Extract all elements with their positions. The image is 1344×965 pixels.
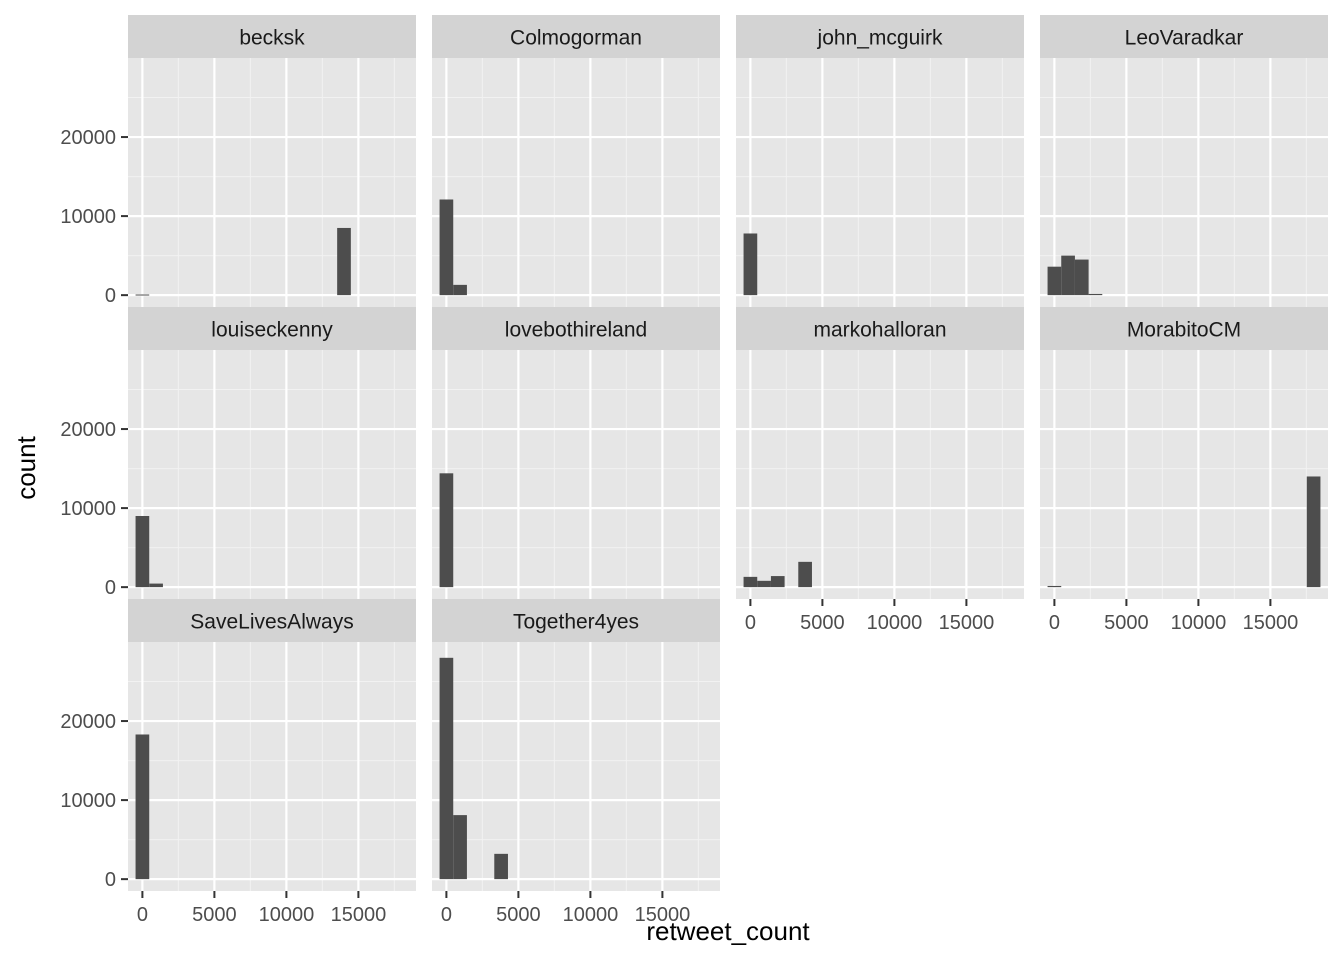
x-tick-label: 0	[137, 904, 148, 926]
facet-strip	[128, 15, 416, 58]
facet-strip-label: lovebothireland	[505, 319, 647, 342]
facet-strip	[432, 599, 720, 642]
y-tick-label: 20000	[60, 711, 116, 733]
facet-panel-LeoVaradkar: LeoVaradkar	[1040, 15, 1328, 307]
facet-strip-label: markohalloran	[813, 319, 946, 342]
x-tick-label: 15000	[939, 612, 995, 634]
panel-background	[432, 642, 720, 891]
facet-strip	[736, 15, 1024, 58]
histogram-bar	[743, 576, 758, 588]
histogram-bar	[1061, 255, 1075, 296]
histogram-bar	[439, 657, 454, 880]
facet-strip	[128, 307, 416, 350]
facet-panel-MorabitoCM: MorabitoCM 0 5000 10000 15000	[1040, 307, 1328, 634]
histogram-bar	[1088, 293, 1103, 296]
histogram-bar	[453, 284, 467, 296]
x-tick-label: 15000	[635, 904, 691, 926]
facet-strip-label: MorabitoCM	[1127, 319, 1241, 342]
facet-strip-label: Colmogorman	[510, 27, 642, 50]
x-axis-title: retweet_count	[646, 916, 810, 946]
y-tick-label: 10000	[60, 498, 116, 520]
histogram-bar	[149, 583, 163, 588]
y-tick-label: 0	[105, 577, 116, 599]
facet-panel-john_mcguirk: john_mcguirk	[736, 15, 1024, 307]
x-tick-label: 0	[441, 904, 452, 926]
y-tick-label: 20000	[60, 127, 116, 149]
facet-panel-markohalloran: markohalloran 0 5000 10000 15000	[736, 307, 1024, 634]
panel-background	[432, 350, 720, 599]
facet-strip	[432, 15, 720, 58]
histogram-bar	[1047, 585, 1062, 588]
histogram-bar	[337, 227, 351, 296]
x-tick-label: 10000	[259, 904, 315, 926]
histogram-bar	[494, 853, 508, 880]
x-tick-label: 10000	[563, 904, 619, 926]
histogram-bar	[439, 473, 454, 588]
y-tick-label: 20000	[60, 419, 116, 441]
facet-strip-label: becksk	[239, 27, 305, 50]
histogram-bar	[757, 580, 771, 588]
panel-background	[736, 350, 1024, 599]
panel-background	[1040, 350, 1328, 599]
x-tick-label: 15000	[1243, 612, 1299, 634]
x-tick-label: 5000	[496, 904, 541, 926]
facet-panel-SaveLivesAlways: SaveLivesAlways 0 10000 20000 0 5000 10000 1500…	[60, 599, 416, 926]
histogram-bar	[135, 294, 150, 296]
facet-strip	[128, 599, 416, 642]
x-tick-label: 5000	[192, 904, 237, 926]
panel-background	[128, 350, 416, 599]
histogram-bar	[439, 199, 454, 296]
facet-strip-label: SaveLivesAlways	[190, 611, 353, 634]
x-tick-label: 5000	[1104, 612, 1149, 634]
y-axis-title: count	[11, 435, 41, 499]
y-tick-label: 0	[105, 869, 116, 891]
facet-panel-Together4yes: Together4yes 0 5000 10000 15000	[432, 599, 720, 926]
y-tick-label: 10000	[60, 206, 116, 228]
histogram-bar	[135, 734, 150, 880]
histogram-bar	[453, 815, 467, 880]
facet-strip-label: louiseckenny	[211, 319, 333, 342]
facet-panel-becksk: becksk 0 10000 20000	[60, 15, 416, 307]
histogram-bar	[743, 233, 758, 296]
facet-strip	[1040, 307, 1328, 350]
facet-strip	[736, 307, 1024, 350]
facet-strip	[1040, 15, 1328, 58]
histogram-bar	[770, 576, 785, 588]
x-tick-label: 10000	[1171, 612, 1227, 634]
y-tick-label: 10000	[60, 790, 116, 812]
facet-panel-louiseckenny: louiseckenny 0 10000 20000	[60, 307, 416, 599]
histogram-bar	[798, 561, 812, 588]
histogram-bar	[1047, 266, 1062, 296]
x-tick-label: 0	[745, 612, 756, 634]
x-tick-label: 10000	[867, 612, 923, 634]
histogram-bar	[1074, 259, 1089, 296]
panel-background	[128, 58, 416, 307]
x-tick-label: 15000	[331, 904, 387, 926]
panel-background	[128, 642, 416, 891]
facet-strip-label: LeoVaradkar	[1125, 27, 1244, 50]
facet-strip	[432, 307, 720, 350]
histogram-bar	[1306, 476, 1321, 588]
x-tick-label: 0	[1049, 612, 1060, 634]
facet-panel-Colmogorman: Colmogorman	[432, 15, 720, 307]
y-tick-label: 0	[105, 285, 116, 307]
panel-background	[432, 58, 720, 307]
facet-strip-label: john_mcguirk	[817, 27, 943, 50]
facet-panel-lovebothireland: lovebothireland	[432, 307, 720, 599]
facet-strip-label: Together4yes	[513, 611, 639, 634]
histogram-bar	[135, 516, 150, 588]
panel-background	[736, 58, 1024, 307]
x-tick-label: 5000	[800, 612, 845, 634]
